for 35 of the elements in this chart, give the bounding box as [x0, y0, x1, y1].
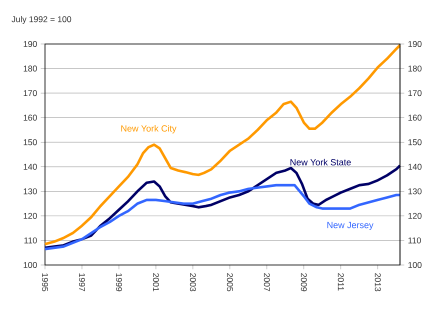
y-tick-label: 110 — [24, 237, 37, 244]
x-tick-label: 1995 — [42, 273, 48, 292]
x-tick-label: 1997 — [78, 273, 85, 292]
y-tick-label: 160 — [24, 114, 37, 121]
x-tick-label: 2009 — [300, 273, 307, 292]
x-tick-label: 2013 — [374, 273, 381, 292]
y-tick-label: 120 — [24, 212, 37, 219]
x-tick-label: 2011 — [338, 273, 344, 291]
series-label: New York City — [121, 125, 176, 134]
y-tick-label: 150 — [24, 139, 37, 146]
y-tick-label: 180 — [24, 66, 37, 72]
y-tick-label: 190 — [24, 41, 37, 47]
y-tick-label: 140 — [24, 164, 37, 170]
y2-tick-label: 100 — [408, 262, 422, 268]
x-tick-label: 2003 — [190, 273, 196, 292]
x-tick-label: 2001 — [152, 273, 159, 292]
x-tick-label: 2005 — [226, 273, 233, 292]
y2-tick-label: 170 — [408, 90, 422, 96]
y2-tick-label: 150 — [408, 139, 422, 146]
y-tick-label: 170 — [24, 90, 37, 96]
series-label: New York State — [290, 158, 351, 166]
y2-tick-label: 140 — [408, 164, 422, 170]
line-series — [44, 44, 402, 246]
y2-tick-label: 180 — [408, 66, 422, 72]
x-tick-label: 2007 — [264, 273, 270, 292]
y2-tick-label: 160 — [408, 114, 422, 121]
y2-tick-label: 190 — [408, 41, 422, 47]
y2-tick-label: 130 — [408, 188, 422, 194]
x-tick-label: 1999 — [116, 273, 122, 292]
y2-tick-label: 120 — [408, 212, 422, 219]
y-tick-label: 130 — [24, 188, 37, 194]
series-label: New Jersey — [327, 222, 374, 230]
y2-tick-label: 110 — [408, 237, 421, 244]
y-tick-label: 100 — [24, 262, 37, 268]
y-axis-title: July 1992 = 100 — [12, 16, 72, 24]
